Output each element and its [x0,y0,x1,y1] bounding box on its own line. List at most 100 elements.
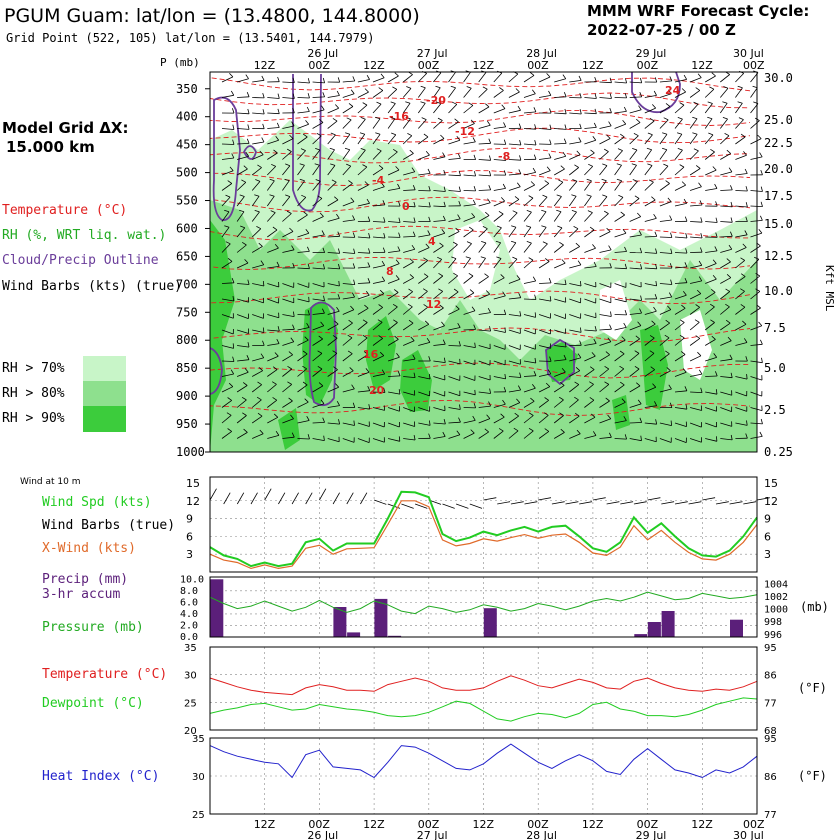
wind-barb-shaft [478,257,486,269]
wind-barb-flag [708,132,714,136]
wind-barb [402,117,411,129]
wind-barb-flag [677,117,683,120]
wind-barb [418,406,431,412]
heat-right-tick: 77 [764,810,777,821]
wind-barb-flag [241,241,247,246]
wind-barb-flag [286,148,292,152]
wind-barb-flag [670,232,673,238]
surface-wind-barb [401,503,414,509]
wind-barb [448,305,460,315]
wind-barb-shaft [327,267,340,270]
wind-barb-flag [277,76,280,82]
wind-barb [297,296,310,303]
wind-barb-flag [728,167,733,173]
wind-barb [478,226,488,238]
wind-barb-flag [307,93,310,99]
wind-barb [720,201,733,208]
wind-barb-shaft [463,345,476,348]
wind-barb-shaft [690,204,703,207]
wind-barb-flag [655,280,657,286]
wind-barb [237,138,250,145]
surface-wind-barb [332,492,340,505]
bottom-date-label: 27 Jul [417,829,448,840]
wind-barb-flag [291,432,295,438]
wind-barb [448,322,461,331]
wind-barb-flag [456,135,461,141]
wind-barb [584,194,592,207]
wind-barb-flag [261,75,265,81]
wind-barb-flag [302,365,307,370]
wind-barb [720,390,733,396]
wind-barb [297,211,308,222]
bottom-date-label: 26 Jul [307,829,338,840]
cloud-outline-4 [308,301,337,407]
wind-barb-shaft [282,298,294,304]
precip-bar [374,598,388,637]
wind-barb-shaft [584,247,596,253]
wind-barb [282,262,295,269]
wind-barb [357,198,370,207]
wind-barb-shaft [282,368,293,377]
wind-barb-flag [608,121,612,127]
wind-barb [251,179,261,191]
wind-barb [720,244,733,253]
wind-barb-shaft [689,293,701,300]
pressure-tick-label: 600 [176,221,198,235]
wind-barb-flag [669,402,673,408]
wind-barb [614,336,626,346]
wind-barb [735,133,746,145]
wind-barb-flag [654,293,658,299]
wind-barb [433,134,445,145]
wind-barb-shaft [674,337,685,346]
wind-barb-flag [398,217,401,223]
wind-barb-shaft [735,376,748,380]
wind-barb-flag [225,241,231,245]
wind-barb [297,434,310,440]
height-tick-label: 12.5 [764,249,793,263]
wind-barb-shaft [403,438,416,441]
wind-barb-shaft [493,258,502,269]
wind-barb [282,414,294,424]
wind-barb-shaft [433,436,446,439]
wind-barb [629,118,641,129]
wind-barb [267,413,279,424]
wind-barb [614,381,625,393]
wind-barb-flag [319,118,324,123]
wind-barb [403,406,415,412]
wind-barb-flag [290,414,294,419]
wind-barb-shaft [433,259,442,269]
wind-barb-shaft [674,282,688,284]
wind-barb-shaft [221,373,234,377]
wind-barb-shaft [629,198,640,207]
precip-panel-frame [209,576,758,638]
wind-barb-shaft [478,391,491,394]
wind-barb [236,225,246,238]
wind-barb-flag [458,200,461,206]
wind-barb [327,280,340,287]
wind-barb-flag [262,280,265,287]
wind-barb-flag [593,122,597,128]
wind-barb [357,291,370,300]
surface-wind-barb [264,488,272,501]
wind-barb-shaft [644,107,656,114]
wind-barb-shaft [659,149,668,160]
wind-barb-shaft [252,79,265,83]
wind-barb [221,124,235,130]
wind-barb-flag [303,211,308,216]
wind-barb [402,86,412,98]
wind-barb [629,399,642,408]
wind-barb-shaft [569,264,582,269]
wind-barb-shaft [433,422,446,425]
wind-barb-shaft [433,205,446,208]
bottom-hour-label: 12Z [691,818,713,831]
wind-barb-flag [651,320,656,325]
wind-barb-shaft [659,337,670,346]
wind-barb-flag [503,139,507,145]
wind-barb [523,225,532,238]
wind-barb-flag [619,133,625,138]
wind-barb [388,389,401,395]
wind-barb-shaft [312,96,325,98]
wind-barb [327,231,341,238]
wind-barb [705,201,718,207]
wind-barb-shaft [342,337,353,346]
